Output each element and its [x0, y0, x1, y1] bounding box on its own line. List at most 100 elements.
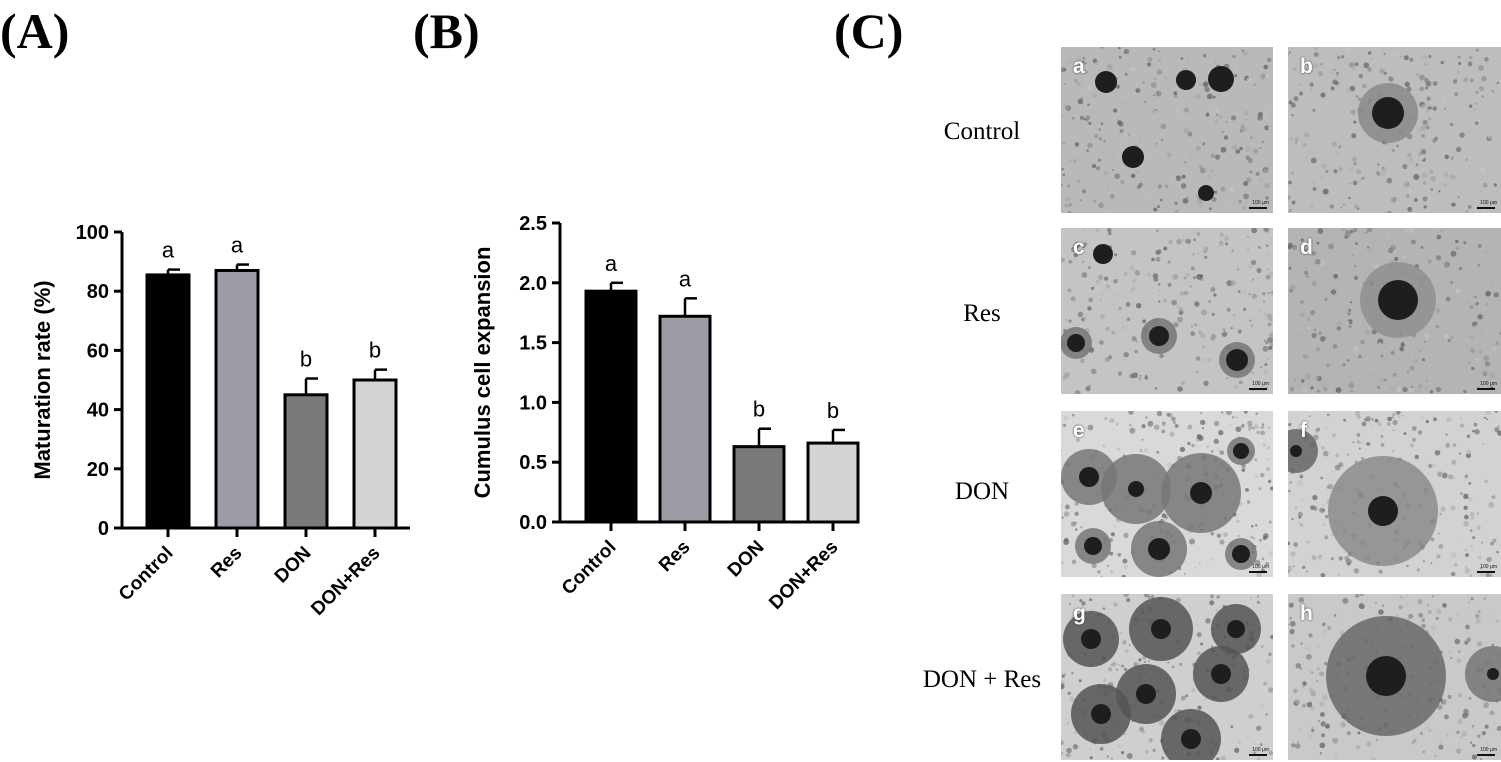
oocyte — [1136, 684, 1156, 704]
cell-speck — [1302, 703, 1306, 708]
cell-speck — [1447, 474, 1453, 480]
cell-speck — [1262, 315, 1267, 319]
cell-speck — [1384, 210, 1389, 213]
cell-speck — [1405, 228, 1410, 232]
cell-speck — [1417, 389, 1420, 392]
cell-speck — [1230, 327, 1233, 330]
cell-speck — [1454, 562, 1458, 567]
cell-speck — [1414, 358, 1419, 363]
cell-speck — [1305, 373, 1312, 380]
cell-speck — [1203, 54, 1207, 58]
cell-speck — [1220, 146, 1227, 153]
cell-speck — [1337, 320, 1343, 326]
cell-speck — [1123, 351, 1129, 358]
cell-speck — [1117, 663, 1120, 666]
cell-speck — [1363, 62, 1370, 69]
cell-speck — [1387, 210, 1392, 213]
cell-speck — [1349, 229, 1354, 234]
cell-speck — [1265, 274, 1271, 280]
cell-speck — [1123, 124, 1126, 127]
cell-speck — [1471, 754, 1478, 760]
cell-speck — [1225, 120, 1228, 123]
cell-speck — [1268, 652, 1272, 657]
cell-speck — [1257, 115, 1263, 121]
cell-speck — [1328, 243, 1334, 250]
cell-speck — [1464, 334, 1469, 339]
micrograph-row-label: Res — [963, 300, 1001, 327]
cell-speck — [1242, 50, 1248, 56]
cell-speck — [1420, 149, 1427, 155]
cell-speck — [1126, 753, 1133, 759]
cell-speck — [1494, 427, 1500, 433]
cell-speck — [1332, 470, 1335, 473]
cell-speck — [1444, 154, 1450, 160]
cell-speck — [1409, 365, 1415, 371]
cell-speck — [1492, 538, 1497, 543]
cell-speck — [1241, 423, 1245, 428]
cell-speck — [1465, 553, 1469, 557]
cell-speck — [1174, 709, 1178, 713]
cell-speck — [1314, 258, 1321, 265]
cell-speck — [1288, 53, 1290, 56]
cell-speck — [1232, 314, 1236, 317]
cell-speck — [1333, 752, 1339, 758]
cell-speck — [1226, 377, 1229, 380]
cell-speck — [1288, 423, 1292, 427]
cell-speck — [1319, 752, 1322, 755]
cell-speck — [1322, 450, 1329, 457]
cell-speck — [1268, 550, 1273, 557]
cell-speck — [1305, 540, 1310, 544]
cell-speck — [1061, 167, 1064, 171]
cell-speck — [1325, 266, 1328, 270]
cell-speck — [1075, 81, 1081, 86]
micrograph-letter: e — [1073, 419, 1085, 442]
cell-speck — [1400, 72, 1403, 74]
cell-speck — [1110, 532, 1115, 537]
cell-speck — [1256, 571, 1262, 577]
cell-speck — [1358, 73, 1364, 79]
cell-speck — [1075, 528, 1078, 531]
cell-speck — [1187, 131, 1193, 137]
cell-speck — [1262, 292, 1266, 296]
cell-speck — [1196, 434, 1202, 440]
cell-speck — [1062, 141, 1066, 145]
cell-speck — [1479, 86, 1485, 92]
cell-speck — [1309, 203, 1314, 208]
cell-speck — [1477, 244, 1482, 248]
cell-speck — [1461, 712, 1468, 719]
cell-speck — [1362, 83, 1367, 89]
cell-speck — [1475, 618, 1482, 624]
cell-speck — [1348, 382, 1355, 389]
cell-speck — [1392, 412, 1396, 417]
cell-speck — [1246, 177, 1252, 183]
cell-speck — [1226, 411, 1232, 416]
cell-speck — [1445, 296, 1451, 302]
cell-speck — [1319, 671, 1325, 677]
cell-speck — [1150, 594, 1155, 599]
cell-speck — [1265, 467, 1270, 472]
cell-speck — [1463, 241, 1467, 245]
cell-speck — [1300, 497, 1305, 502]
cell-speck — [1421, 104, 1427, 110]
cell-speck — [1485, 290, 1491, 297]
cell-speck — [1295, 141, 1298, 144]
cell-speck — [1438, 544, 1444, 549]
cell-speck — [1216, 434, 1219, 437]
cell-speck — [1242, 291, 1246, 295]
cell-speck — [1310, 670, 1314, 675]
cell-speck — [1183, 127, 1190, 134]
cell-speck — [1355, 95, 1358, 98]
cell-speck — [1110, 757, 1114, 760]
cell-speck — [1418, 612, 1424, 618]
cell-speck — [1329, 70, 1334, 74]
cell-speck — [1252, 148, 1259, 154]
cell-speck — [1245, 487, 1249, 492]
cell-speck — [1472, 536, 1476, 540]
cell-speck — [1080, 119, 1083, 122]
cell-speck — [1298, 728, 1301, 731]
cell-speck — [1170, 176, 1177, 183]
cell-speck — [1451, 336, 1454, 339]
cell-speck — [1352, 228, 1358, 233]
cell-speck — [1192, 276, 1196, 280]
cell-speck — [1422, 560, 1425, 563]
